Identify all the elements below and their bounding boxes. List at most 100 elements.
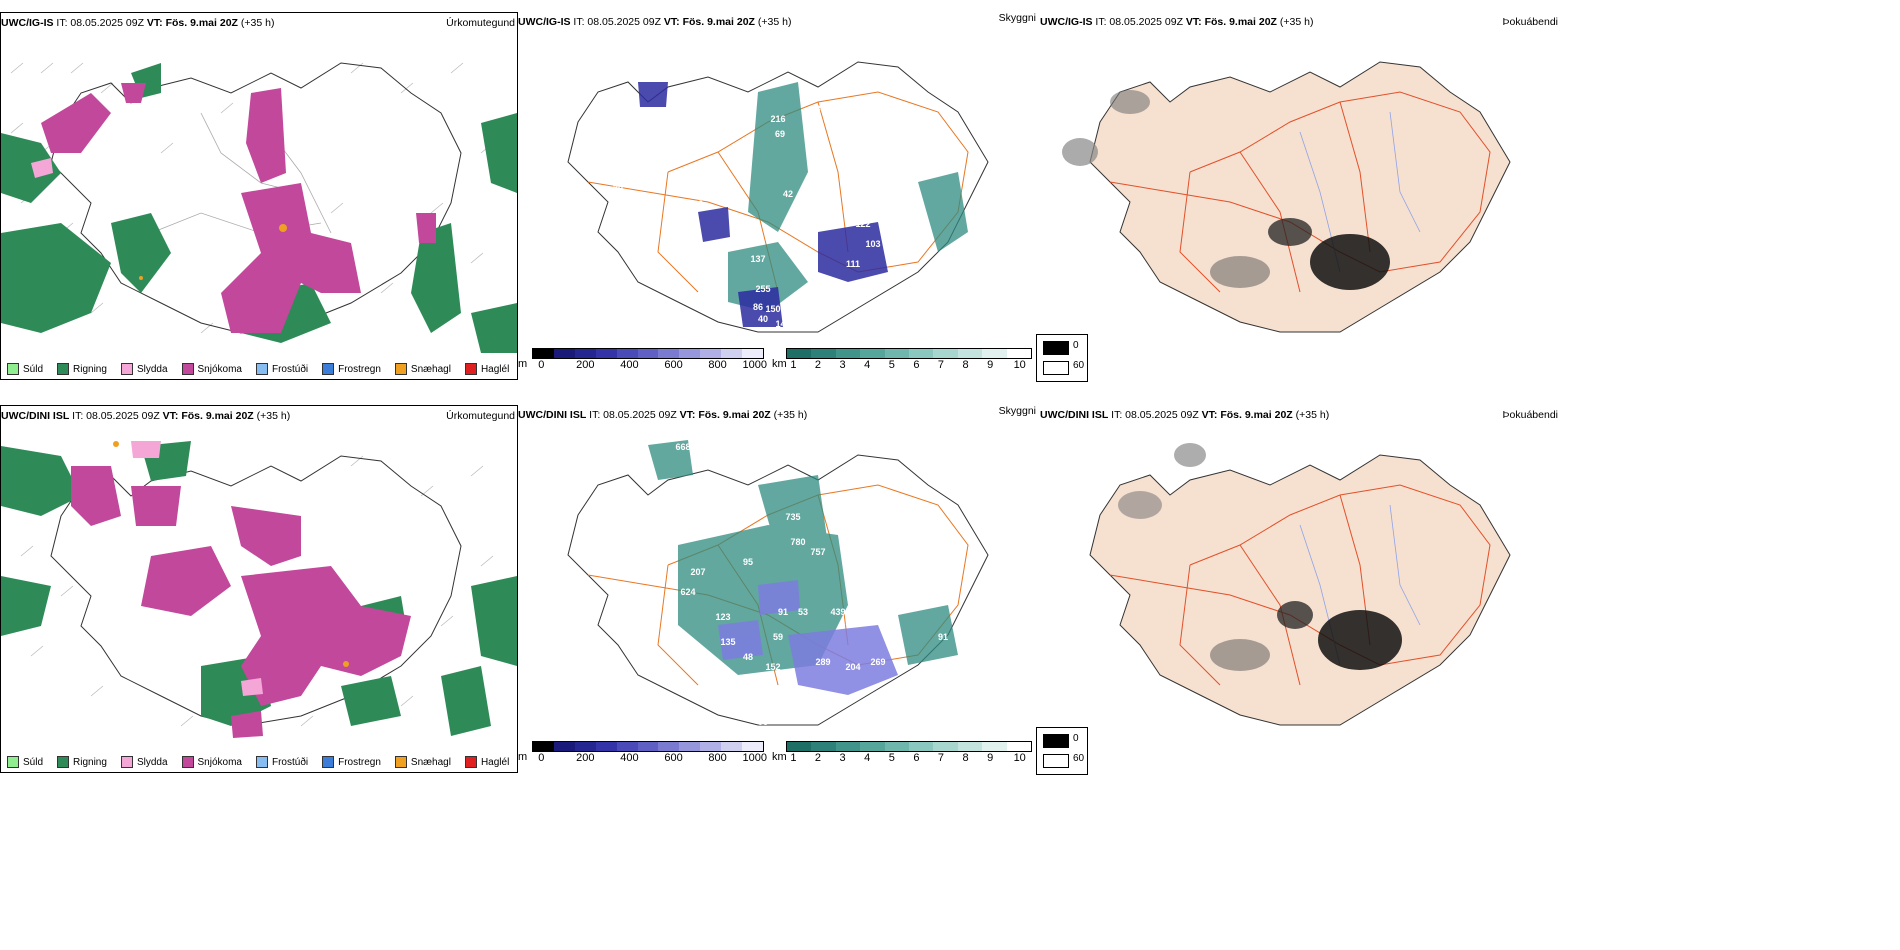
init-time: IT: 08.05.2025 09Z [573, 16, 661, 28]
cbar-seg [957, 349, 983, 358]
ceiling-value-label: 48 [743, 652, 753, 662]
legend-swatch [464, 756, 477, 768]
valid-time: VT: Fös. 9.mai 20Z [146, 17, 238, 29]
legend-swatch [7, 756, 19, 768]
cbar-seg [679, 349, 701, 358]
ceiling-value-label: 68 [983, 174, 993, 184]
ceiling-value-label: 95 [743, 557, 753, 567]
ceiling-value-label: 86 [753, 302, 763, 312]
tick-label: 4 [864, 752, 871, 764]
ceiling-value-label: 59 [773, 632, 783, 642]
cbar-seg [742, 349, 763, 358]
fog-legend-white [1043, 754, 1069, 768]
graupel-areas [139, 224, 287, 280]
legend-label: Snæhagl [410, 756, 451, 768]
ceiling-value-label: 37 [698, 174, 708, 184]
legend-item-snjokoma: Snjókoma [181, 363, 242, 375]
cbar-seg [909, 349, 934, 358]
valid-time: VT: Fös. 9.mai 20Z [162, 410, 254, 422]
fog-panel-row2: UWC/DINI ISL IT: 08.05.2025 09Z VT: Fös.… [1036, 405, 1896, 775]
precip-map [1, 426, 517, 746]
visibility-colorbar: km 1 2 3 4 5 6 7 8 9 10 [772, 348, 1032, 373]
ceiling-value-label: 123 [715, 612, 730, 622]
cbar-seg [553, 742, 575, 751]
legend-item-snaehagl: Snæhagl [394, 756, 451, 768]
cbar-seg [909, 742, 934, 751]
panel-header: UWC/DINI ISL IT: 08.05.2025 09Z VT: Fös.… [518, 405, 1038, 425]
legend-label: Snjókoma [197, 756, 242, 768]
legend-label: Haglél [480, 363, 510, 375]
ceiling-value-label: 155 [610, 497, 625, 507]
init-time: IT: 08.05.2025 09Z [1111, 409, 1199, 421]
ceiling-value-label: 143 [775, 319, 790, 329]
ceiling-value-label: 196 [640, 477, 655, 487]
cbar-seg [933, 349, 958, 358]
fog-map-svg [1062, 61, 1511, 333]
model-name: UWC/IG-IS [518, 16, 571, 28]
valid-time: VT: Fös. 9.mai 20Z [663, 16, 755, 28]
fog-map [1040, 425, 1560, 745]
tick-label: 7 [937, 752, 945, 764]
cbar-seg [637, 349, 659, 358]
cloud-map: 668 29 196 155 53 96 735 780 757 207 97 624 95 123 59 9… [518, 425, 1038, 735]
legend-item-frostudi: Frostúði [255, 756, 308, 768]
ceiling-value-label: 41 [733, 234, 743, 244]
panel-header: UWC/DINI ISL IT: 08.05.2025 09Z VT: Fös.… [1, 406, 517, 426]
legend-label: Slydda [136, 363, 168, 375]
lead-time: (+35 h) [757, 16, 792, 28]
cbar-seg [595, 349, 617, 358]
legend-label: Snæhagl [410, 363, 451, 375]
ceiling-value-label: 150 [765, 304, 780, 314]
ceiling-value-label: 216 [770, 114, 785, 124]
ceiling-value-label: 204 [845, 662, 860, 672]
cbar-seg [787, 349, 812, 358]
cbar-seg [835, 742, 861, 751]
ceiling-value-label: 91 [938, 632, 948, 642]
lead-time: (+35 h) [256, 410, 291, 422]
iceland-outline [50, 62, 462, 334]
colorbar-ticks: 1 2 3 4 5 6 7 8 9 10 [786, 359, 1032, 373]
ceiling-value-label: 190 [625, 104, 640, 114]
cbar-seg [721, 742, 743, 751]
visibility-colorbar: km 1 2 3 4 5 6 7 8 9 10 [772, 741, 1032, 766]
cbar-seg [679, 742, 701, 751]
legend-label: Súld [23, 756, 44, 768]
tick-label: 5 [888, 359, 895, 371]
precip-legend: Súld Rigning Slydda Snjókoma Frostúði Fr… [7, 363, 509, 375]
cbar-seg [721, 349, 743, 358]
ceiling-value-label: 32 [693, 199, 703, 209]
ceiling-value-label: 186 [550, 114, 565, 124]
ceiling-value-label: 60 [978, 199, 988, 209]
graupel-areas [113, 441, 349, 667]
ceiling-value-label: 49 [898, 682, 908, 692]
panel-header: UWC/IG-IS IT: 08.05.2025 09Z VT: Fös. 9.… [1, 13, 517, 33]
colorbar-strip [532, 741, 764, 752]
legend-swatch [120, 756, 133, 768]
panel-header: UWC/IG-IS IT: 08.05.2025 09Z VT: Fös. 9.… [1040, 12, 1896, 32]
cbar-seg [616, 742, 638, 751]
tick-label: 8 [962, 359, 969, 371]
tick-label: 2 [814, 752, 822, 764]
tick-label: 3 [839, 359, 846, 371]
cbar-seg [787, 742, 812, 751]
fog-legend: 0 60 [1036, 334, 1088, 382]
tick-label: 1 [790, 359, 797, 371]
legend-item-snjokoma: Snjókoma [181, 756, 242, 768]
ceiling-value-label: 29 [633, 457, 643, 467]
cloud-map-svg: 668 29 196 155 53 96 735 780 757 207 97 624 95 123 59 9… [567, 440, 989, 727]
ceiling-value-label: 668 [675, 442, 690, 452]
legend-item-sudd: Súld [7, 756, 43, 768]
cbar-seg [533, 349, 554, 358]
model-name: UWC/IG-IS [1040, 16, 1093, 28]
legend-label: Haglél [480, 756, 510, 768]
tick-label: 10 [1013, 752, 1026, 764]
cloud-map-svg: 86 147 190 66 76 186 37 79 32 216 786 69 42 122 103 111… [543, 61, 993, 333]
ceiling-value-label: 255 [755, 284, 770, 294]
tick-label: 200 [576, 359, 595, 371]
model-name: UWC/DINI ISL [1, 410, 70, 422]
fog-map [1040, 32, 1560, 352]
fog-panel-row1: UWC/IG-IS IT: 08.05.2025 09Z VT: Fös. 9.… [1036, 12, 1896, 382]
ceiling-colorbar: m 0 200 400 600 800 1000 [518, 741, 767, 766]
ceiling-value-label: 90 [823, 304, 833, 314]
tick-label: 800 [708, 359, 727, 371]
